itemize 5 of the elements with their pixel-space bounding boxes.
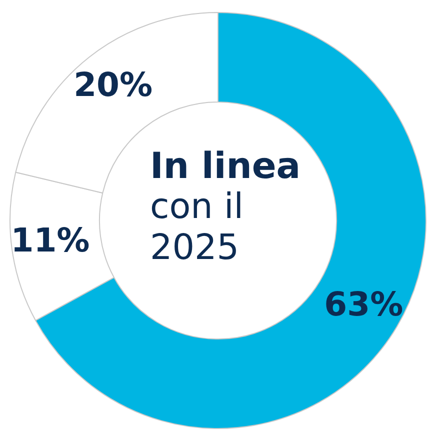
text: con il 2025 <box>150 187 244 268</box>
data-label: 11% <box>10 220 90 260</box>
data-label: 63% <box>324 284 404 324</box>
data-label: 20% <box>74 65 153 104</box>
text: In linea <box>150 146 301 188</box>
